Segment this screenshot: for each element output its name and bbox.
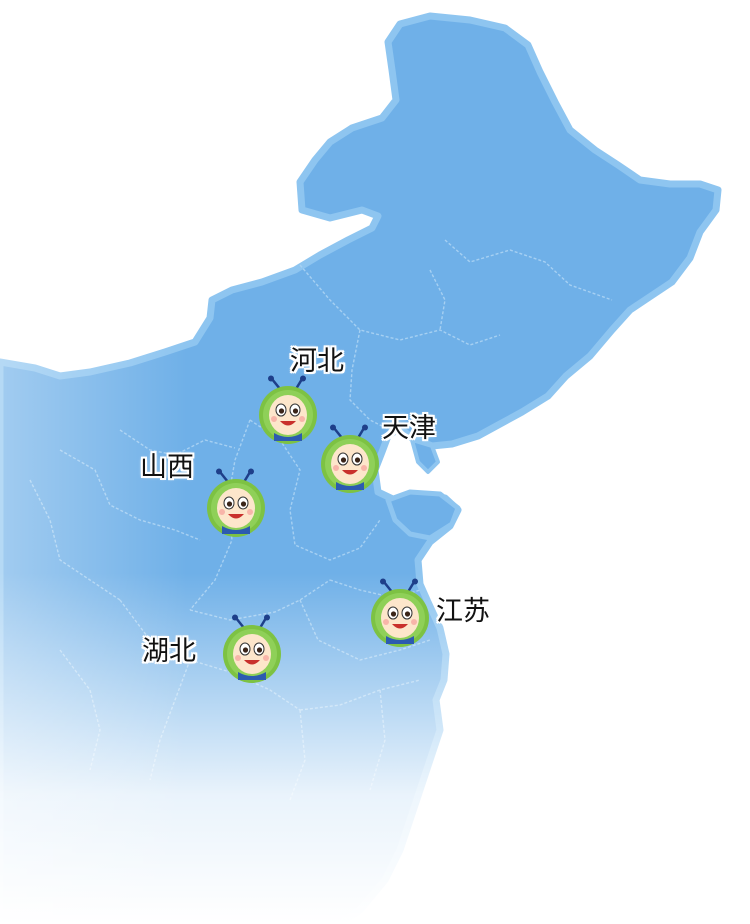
marker-tianjin[interactable]: [314, 424, 386, 496]
label-hubei: 湖北: [142, 636, 196, 667]
marker-hebei[interactable]: [252, 375, 324, 447]
label-tianjin: 天津: [382, 413, 436, 444]
label-jiangsu: 江苏: [436, 596, 490, 627]
marker-shanxi[interactable]: [200, 468, 272, 540]
cartoon-mascot-icon: [223, 614, 281, 683]
marker-jiangsu[interactable]: [364, 578, 436, 650]
cartoon-mascot-icon: [207, 468, 265, 537]
cartoon-mascot-icon: [321, 424, 379, 493]
label-shanxi: 山西: [140, 452, 194, 483]
cartoon-mascot-icon: [371, 578, 429, 647]
label-hebei: 河北: [290, 346, 344, 377]
cartoon-mascot-icon: [259, 375, 317, 444]
marker-hubei[interactable]: [216, 614, 288, 686]
